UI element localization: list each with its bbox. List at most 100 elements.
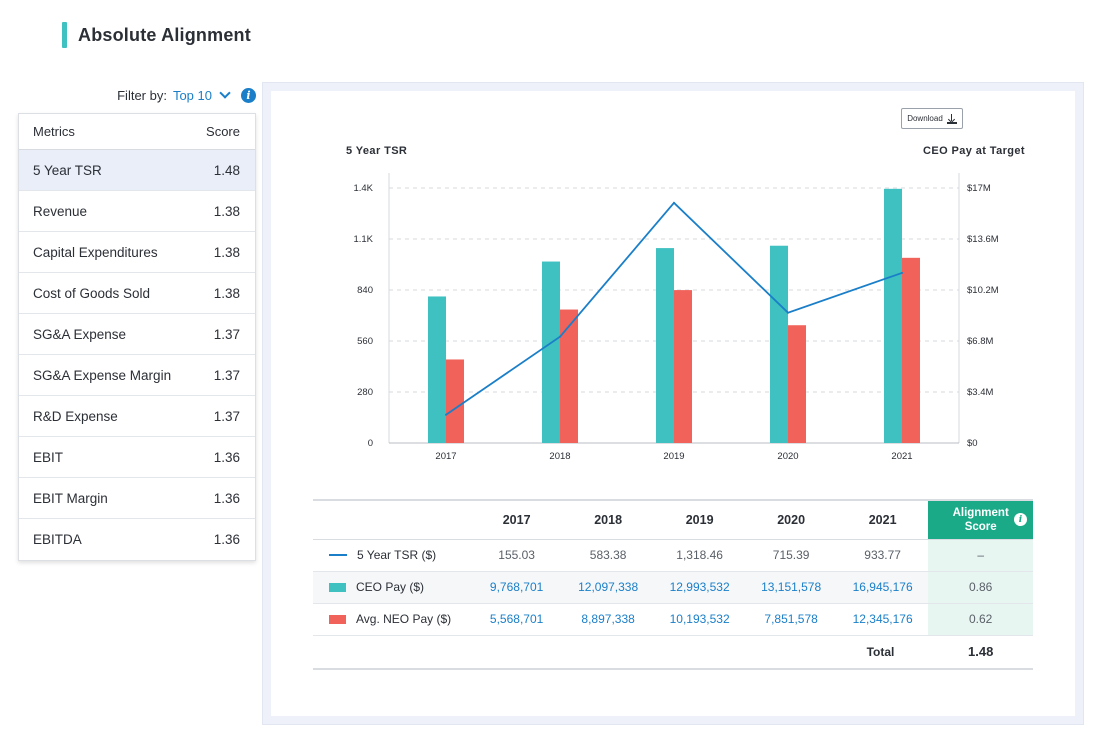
y-tick-label: 1.4K: [353, 183, 373, 194]
total-value: 1.48: [928, 634, 1033, 670]
table-year-header: 2021: [836, 499, 929, 540]
table-row-label: 5 Year TSR ($): [357, 548, 437, 562]
table-cell[interactable]: 10,193,532: [653, 603, 746, 636]
table-year-header: 2018: [562, 499, 654, 540]
metric-name: SG&A Expense: [33, 326, 127, 342]
metric-score: 1.48: [213, 162, 240, 178]
metric-score: 1.38: [213, 244, 240, 260]
ceo-pay-bar: [884, 188, 902, 443]
table-cell[interactable]: 7,851,578: [745, 603, 837, 636]
metric-name: EBIT: [33, 449, 64, 465]
y-right-tick-label: $10.2M: [967, 285, 999, 296]
metric-name: SG&A Expense Margin: [33, 367, 172, 383]
y-right-tick-label: $13.6M: [967, 234, 999, 245]
x-tick-label: 2021: [891, 451, 912, 462]
info-icon[interactable]: i: [241, 87, 256, 103]
tsr-point: [559, 335, 561, 338]
table-row: Avg. NEO Pay ($) 5,568,701 8,897,338 10,193…: [313, 603, 1033, 636]
chart-card: Download 5 Year TSR CEO Pay at Target 0 $…: [271, 91, 1075, 716]
table-year-header: 2017: [470, 499, 563, 540]
table-year-header: 2019: [653, 499, 746, 540]
filter-value: Top 10: [172, 87, 212, 103]
metric-score: 1.37: [213, 408, 240, 424]
table-cell[interactable]: 8,897,338: [562, 603, 654, 636]
y-right-tick-label: $0: [967, 438, 978, 449]
filter-dropdown[interactable]: Top 10: [172, 87, 237, 103]
table-cell[interactable]: 12,993,532: [653, 571, 746, 604]
metric-name: 5 Year TSR: [33, 162, 102, 178]
ceo-pay-bar: [656, 248, 674, 443]
ceo-legend-swatch: [329, 582, 346, 592]
table-row: 5 Year TSR ($) 155.03 583.38 1,318.46 715.39…: [313, 539, 1033, 572]
metric-name: EBIT Margin: [33, 490, 108, 506]
neo-pay-bar: [446, 359, 464, 443]
table-cell[interactable]: 12,097,338: [562, 571, 654, 604]
tsr-point: [901, 271, 903, 274]
tsr-legend-swatch: [329, 554, 347, 556]
x-tick-label: 2018: [549, 451, 570, 462]
total-label: Total: [313, 634, 929, 670]
metric-row[interactable]: R&D Expense 1.37: [19, 396, 255, 437]
metric-name: Cost of Goods Sold: [33, 285, 151, 301]
metric-score: 1.36: [213, 449, 240, 465]
neo-pay-bar: [902, 257, 920, 443]
info-icon[interactable]: i: [1014, 513, 1027, 526]
metrics-list: Metrics Score 5 Year TSR 1.48 Revenue 1.38 C…: [18, 113, 256, 561]
table-body: 5 Year TSR ($) 155.03 583.38 1,318.46 715.39…: [313, 539, 1033, 670]
metric-row[interactable]: 5 Year TSR 1.48: [19, 150, 255, 191]
y-tick-label: 840: [357, 285, 373, 296]
table-cell[interactable]: 13,151,578: [745, 571, 837, 604]
data-table: 2017 2018 2019 2020 2021 Alignment Score i 5 Y…: [313, 499, 1033, 670]
y-right-tick-label: $3.4M: [967, 387, 993, 398]
table-year-header: 2020: [745, 499, 837, 540]
table-cell: 583.38: [562, 539, 654, 572]
tsr-point: [673, 201, 675, 204]
table-row-label: CEO Pay ($): [356, 580, 425, 594]
table-cell[interactable]: 5,568,701: [470, 603, 563, 636]
table-cell: 715.39: [745, 539, 837, 572]
page-title: Absolute Alignment: [78, 24, 251, 45]
alignment-score-header: Alignment Score i: [928, 499, 1033, 540]
x-tick-label: 2020: [777, 451, 798, 462]
table-row: CEO Pay ($) 9,768,701 12,097,338 12,993,532…: [313, 571, 1033, 604]
metric-row[interactable]: Cost of Goods Sold 1.38: [19, 273, 255, 314]
chevron-down-icon: [219, 87, 231, 99]
table-row-label-cell: 5 Year TSR ($): [313, 539, 471, 572]
y-right-tick-label: $17M: [967, 183, 991, 194]
metrics-column-header: Metrics: [33, 124, 75, 139]
metric-name: EBITDA: [33, 532, 82, 547]
metric-row[interactable]: SG&A Expense Margin 1.37: [19, 355, 255, 396]
neo-pay-bar: [788, 325, 806, 443]
metric-rows: 5 Year TSR 1.48 Revenue 1.38 Capital Expendi…: [19, 150, 255, 560]
download-icon: [946, 113, 957, 124]
table-row-label: Avg. NEO Pay ($): [356, 612, 452, 626]
table-cell[interactable]: 9,768,701: [470, 571, 563, 604]
metric-name: R&D Expense: [33, 408, 118, 424]
metric-row[interactable]: EBITDA 1.36: [19, 519, 255, 560]
header-accent-bar: [62, 22, 67, 48]
table-cell: 155.03: [470, 539, 563, 572]
neo-pay-bar: [560, 309, 578, 443]
metric-row[interactable]: SG&A Expense 1.37: [19, 314, 255, 355]
filter-row: Filter by: Top 10 i: [18, 86, 256, 104]
download-button[interactable]: Download: [901, 108, 963, 129]
table-row-label-cell: Avg. NEO Pay ($): [313, 603, 471, 636]
ceo-pay-bar: [770, 245, 788, 443]
metric-score: 1.37: [213, 326, 240, 342]
metric-row[interactable]: Capital Expenditures 1.38: [19, 232, 255, 273]
metric-row[interactable]: Revenue 1.38: [19, 191, 255, 232]
metric-row[interactable]: EBIT Margin 1.36: [19, 478, 255, 519]
metric-score: 1.38: [213, 285, 240, 301]
table-cell: 1,318.46: [653, 539, 746, 572]
metric-row[interactable]: EBIT 1.36: [19, 437, 255, 478]
right-axis-title: CEO Pay at Target: [923, 145, 1025, 157]
neo-legend-swatch: [329, 614, 346, 624]
ceo-pay-bar: [428, 296, 446, 443]
table-cell[interactable]: 16,945,176: [836, 571, 929, 604]
table-cell[interactable]: 12,345,176: [836, 603, 929, 636]
alignment-score-label: Alignment Score: [952, 506, 1009, 533]
filter-label: Filter by:: [117, 87, 167, 103]
x-tick-label: 2017: [435, 451, 456, 462]
alignment-score-cell: 0.62: [928, 603, 1033, 636]
metrics-header: Metrics Score: [19, 114, 255, 150]
